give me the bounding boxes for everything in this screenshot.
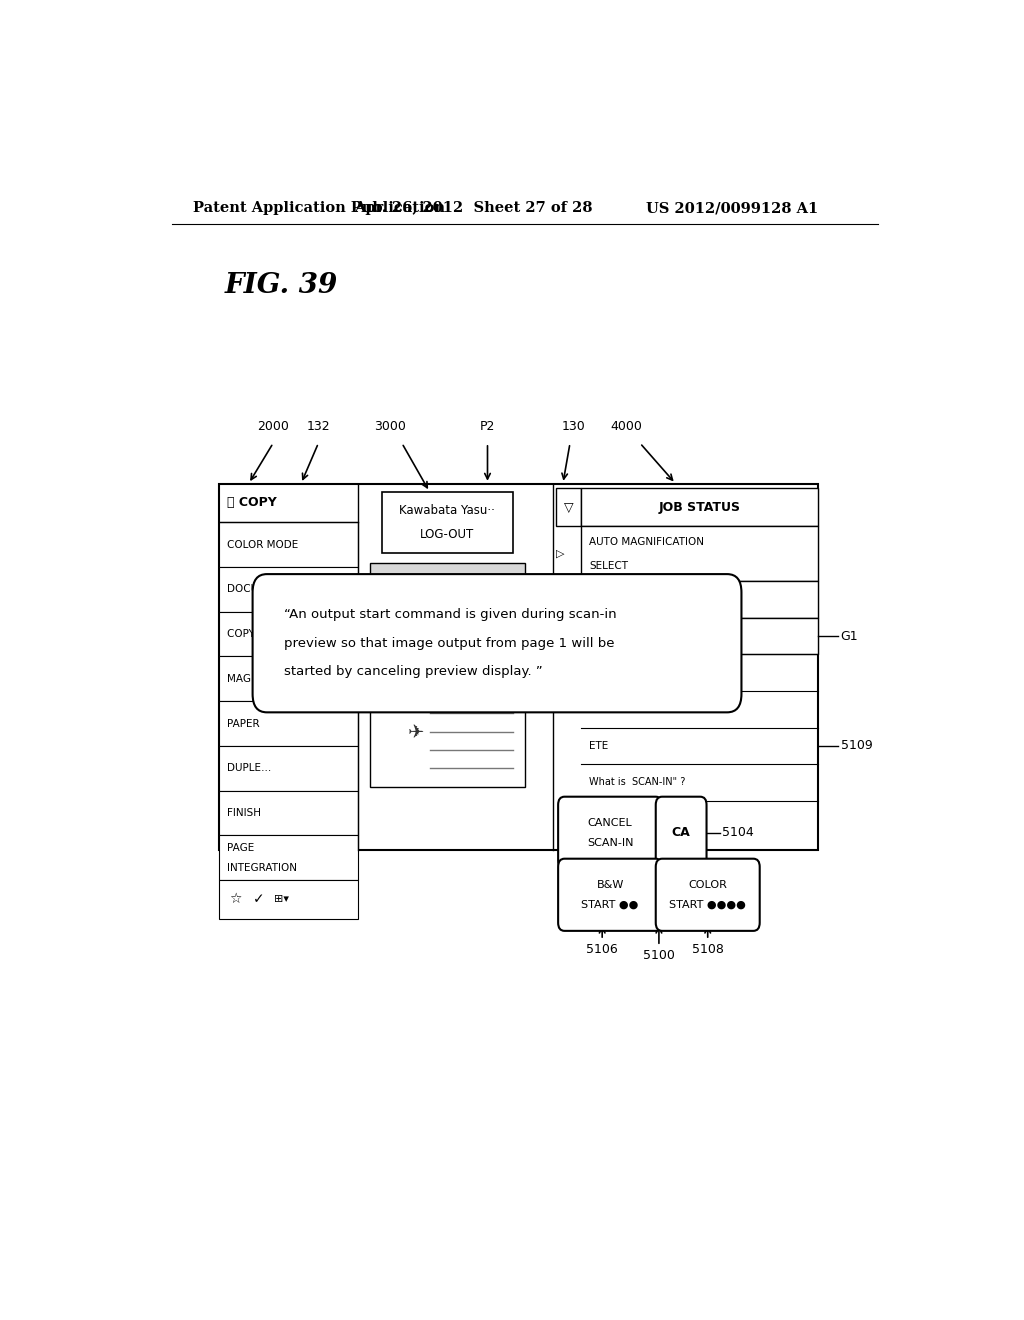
Bar (219, 611, 358, 656)
Text: ✓: ✓ (253, 892, 265, 907)
Text: What is  SCAN-IN" ?: What is SCAN-IN" ? (589, 777, 685, 788)
Text: Patent Application Publication: Patent Application Publication (194, 201, 445, 215)
Bar (370, 562, 524, 649)
Text: JOB PROGRAM: JOB PROGRAM (589, 594, 664, 605)
Bar (582, 527, 818, 581)
Text: LOG-OUT: LOG-OUT (420, 528, 474, 541)
Text: COPY DENSITY: COPY DENSITY (227, 630, 303, 639)
FancyBboxPatch shape (655, 797, 707, 869)
Text: USLY: USLY (589, 668, 613, 677)
Bar (219, 568, 358, 611)
Bar (219, 701, 358, 746)
Text: 2000: 2000 (257, 420, 289, 433)
Text: 5100: 5100 (643, 949, 675, 962)
Text: FIG. 39: FIG. 39 (225, 272, 338, 298)
FancyBboxPatch shape (558, 797, 663, 869)
Text: ✈: ✈ (409, 722, 425, 741)
Text: 5108: 5108 (692, 942, 724, 956)
Text: PAGE: PAGE (227, 842, 254, 853)
Text: Apr. 26, 2012  Sheet 27 of 28: Apr. 26, 2012 Sheet 27 of 28 (354, 201, 593, 215)
Text: started by canceling preview display. ”: started by canceling preview display. ” (285, 665, 543, 678)
Text: MAGNI: MAGNI (227, 673, 262, 684)
Text: CANCEL: CANCEL (588, 817, 633, 828)
Text: PAPER: PAPER (227, 718, 260, 729)
Text: G1: G1 (841, 630, 858, 643)
Bar (382, 492, 513, 553)
Bar (219, 836, 358, 880)
Text: INTEGRATION: INTEGRATION (227, 863, 297, 873)
Text: START ●●: START ●● (582, 900, 639, 909)
Bar (219, 880, 358, 919)
Bar (219, 791, 358, 836)
Bar (582, 581, 818, 618)
Text: COLOR MODE: COLOR MODE (227, 540, 298, 549)
FancyBboxPatch shape (655, 859, 760, 931)
Text: ETE: ETE (589, 741, 608, 751)
Text: ⊞▾: ⊞▾ (273, 895, 289, 904)
Text: CA: CA (672, 826, 690, 840)
Text: FILING: FILING (589, 631, 623, 642)
Text: START ●●●●: START ●●●● (670, 900, 746, 909)
Text: AUTO MAGNIFICATION: AUTO MAGNIFICATION (589, 537, 705, 546)
Text: 132: 132 (306, 420, 331, 433)
Text: ▽: ▽ (563, 500, 573, 513)
Text: B&W: B&W (596, 879, 624, 890)
Bar (582, 618, 818, 655)
Text: 130: 130 (562, 420, 586, 433)
Text: SELECT: SELECT (589, 561, 628, 572)
Text: “An output start command is given during scan-in: “An output start command is given during… (285, 609, 617, 622)
Text: 5109: 5109 (841, 739, 872, 752)
Text: DUPLE…: DUPLE… (227, 763, 271, 774)
Text: 5104: 5104 (722, 826, 754, 840)
Text: DOCUMENT: DOCUMENT (227, 585, 288, 594)
Text: Kawabata Yasu··: Kawabata Yasu·· (399, 503, 496, 516)
Bar (219, 483, 818, 850)
Text: SCAN-IN: SCAN-IN (587, 838, 634, 847)
FancyBboxPatch shape (558, 859, 663, 931)
Bar (219, 656, 358, 701)
Text: ⎘ COPY: ⎘ COPY (227, 496, 276, 510)
Text: ▷: ▷ (556, 549, 565, 558)
Text: ☆: ☆ (229, 892, 242, 907)
Text: preview so that image output from page 1 will be: preview so that image output from page 1… (285, 636, 614, 649)
Text: US 2012/0099128 A1: US 2012/0099128 A1 (646, 201, 818, 215)
FancyBboxPatch shape (253, 574, 741, 713)
Text: FINISH: FINISH (227, 808, 261, 818)
Bar (219, 523, 358, 568)
Bar (582, 487, 818, 527)
Text: ERT: ERT (589, 705, 608, 714)
Text: 4000: 4000 (610, 420, 642, 433)
Bar (370, 697, 524, 787)
Text: 5106: 5106 (587, 942, 618, 956)
Bar (556, 487, 582, 527)
Text: 3000: 3000 (374, 420, 406, 433)
Bar (219, 746, 358, 791)
Text: P2: P2 (480, 420, 496, 433)
Text: COLOR: COLOR (688, 879, 727, 890)
Text: JOB STATUS: JOB STATUS (658, 500, 740, 513)
